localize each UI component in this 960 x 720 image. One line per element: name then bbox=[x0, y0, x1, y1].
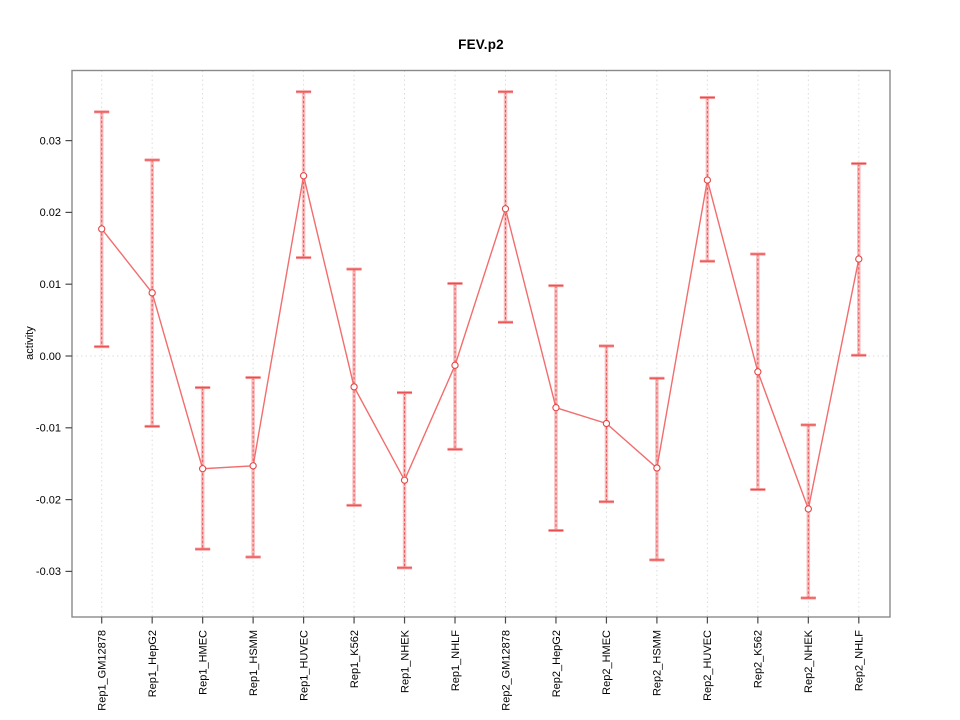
x-tick-label: Rep2_GM12878 bbox=[500, 630, 512, 711]
data-point-marker bbox=[754, 368, 762, 376]
data-point-marker bbox=[249, 462, 257, 470]
x-tick-label: Rep2_HepG2 bbox=[551, 630, 563, 697]
series-line bbox=[101, 175, 860, 512]
y-tick-label: 0.00 bbox=[40, 351, 61, 363]
data-point-marker bbox=[653, 464, 661, 472]
y-tick-label: 0.03 bbox=[40, 135, 61, 147]
y-tick-label: -0.02 bbox=[36, 494, 61, 506]
x-tick-label: Rep1_K562 bbox=[349, 630, 361, 688]
y-tick-label: 0.02 bbox=[40, 207, 61, 219]
x-tick-label: Rep1_NHEK bbox=[399, 629, 411, 693]
x-tick-label: Rep1_HSMM bbox=[248, 630, 260, 696]
data-point-marker bbox=[703, 176, 712, 184]
x-tick-label: Rep1_NHLF bbox=[450, 630, 462, 691]
x-tick-label: Rep1_GM12878 bbox=[97, 630, 109, 711]
data-point-marker bbox=[299, 172, 308, 180]
data-point-marker bbox=[602, 419, 611, 428]
x-tick-label: Rep2_NHEK bbox=[803, 629, 815, 693]
x-tick-label: Rep1_HUVEC bbox=[298, 630, 310, 701]
chart-title: FEV.p2 bbox=[458, 37, 504, 52]
data-point-marker bbox=[501, 205, 510, 213]
x-tick-label: Rep2_HSMM bbox=[652, 630, 664, 696]
y-tick-label: -0.03 bbox=[36, 566, 61, 578]
data-point-marker bbox=[98, 225, 106, 233]
data-point-marker bbox=[855, 255, 863, 263]
y-tick-label: 0.01 bbox=[40, 279, 61, 291]
data-point-marker bbox=[400, 476, 409, 484]
y-tick-label: -0.01 bbox=[36, 423, 61, 435]
data-point-marker bbox=[552, 404, 560, 412]
data-point-marker bbox=[148, 289, 156, 297]
x-tick-label: Rep2_NHLF bbox=[854, 630, 866, 691]
plot-border bbox=[71, 69, 891, 618]
data-point-marker bbox=[451, 361, 459, 369]
data-point-marker bbox=[804, 505, 812, 513]
data-point-marker bbox=[198, 465, 207, 473]
x-tick-label: Rep2_HMEC bbox=[601, 630, 613, 695]
data-point-marker bbox=[350, 383, 358, 391]
x-tick-label: Rep2_K562 bbox=[753, 630, 765, 688]
x-tick-label: Rep2_HUVEC bbox=[702, 630, 714, 701]
x-tick-label: Rep1_HepG2 bbox=[147, 630, 159, 697]
x-tick-label: Rep1_HMEC bbox=[197, 630, 209, 695]
